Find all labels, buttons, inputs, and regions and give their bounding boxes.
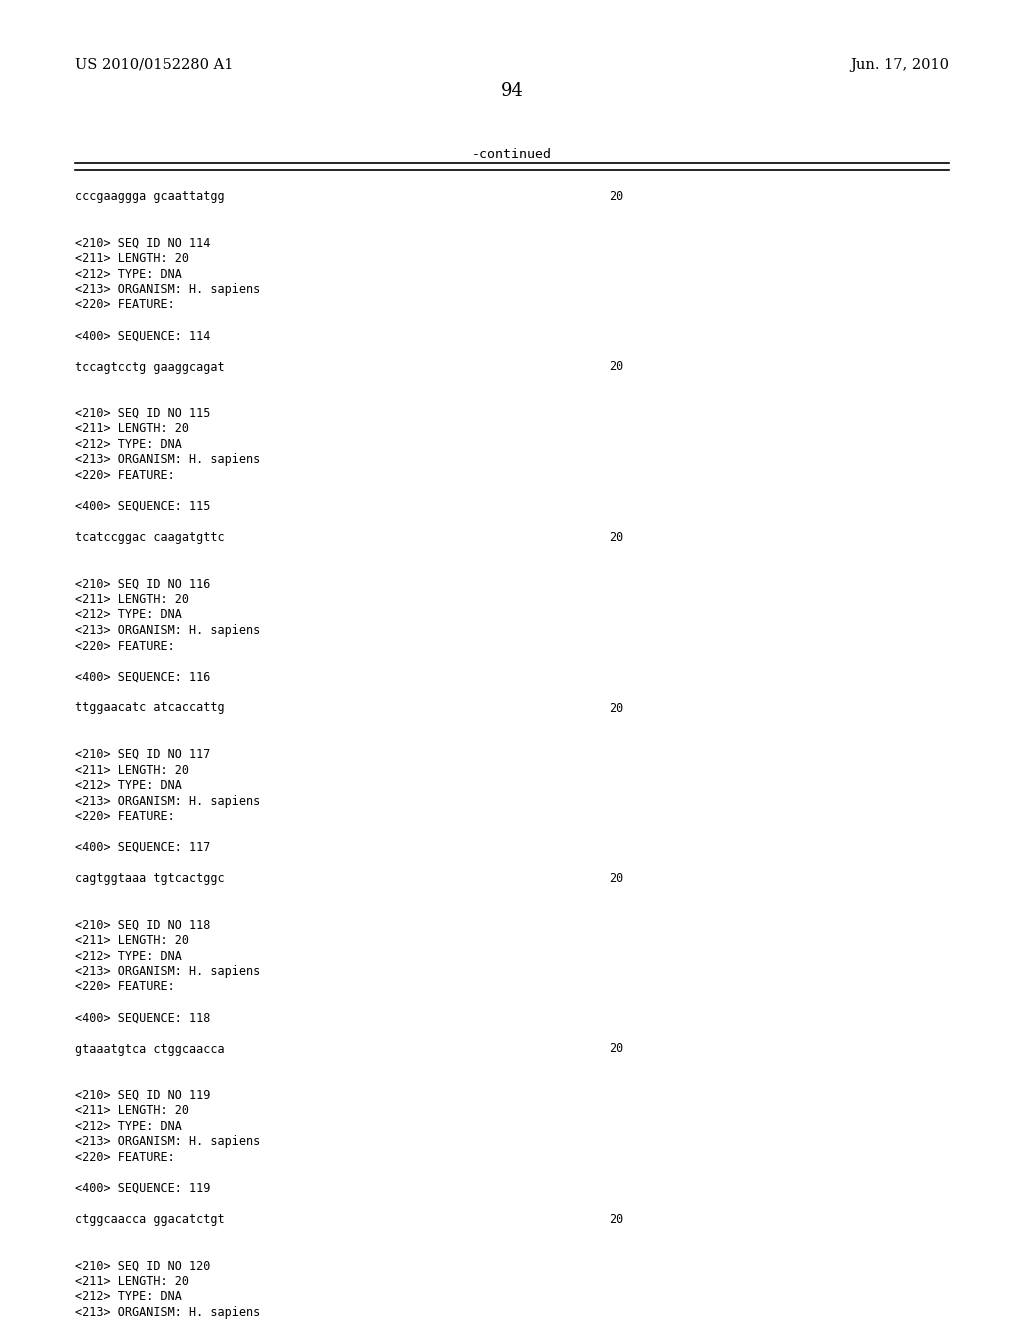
Text: <213> ORGANISM: H. sapiens: <213> ORGANISM: H. sapiens (75, 454, 260, 466)
Text: <211> LENGTH: 20: <211> LENGTH: 20 (75, 935, 188, 946)
Text: <220> FEATURE:: <220> FEATURE: (75, 1151, 174, 1164)
Text: <211> LENGTH: 20: <211> LENGTH: 20 (75, 1105, 188, 1118)
Text: <210> SEQ ID NO 119: <210> SEQ ID NO 119 (75, 1089, 210, 1102)
Text: <220> FEATURE:: <220> FEATURE: (75, 469, 174, 482)
Text: ttggaacatc atcaccattg: ttggaacatc atcaccattg (75, 701, 224, 714)
Text: <213> ORGANISM: H. sapiens: <213> ORGANISM: H. sapiens (75, 624, 260, 638)
Text: 20: 20 (609, 360, 624, 374)
Text: <212> TYPE: DNA: <212> TYPE: DNA (75, 268, 181, 281)
Text: <210> SEQ ID NO 115: <210> SEQ ID NO 115 (75, 407, 210, 420)
Text: cccgaaggga gcaattatgg: cccgaaggga gcaattatgg (75, 190, 224, 203)
Text: <220> FEATURE:: <220> FEATURE: (75, 981, 174, 994)
Text: <213> ORGANISM: H. sapiens: <213> ORGANISM: H. sapiens (75, 965, 260, 978)
Text: cagtggtaaa tgtcactggc: cagtggtaaa tgtcactggc (75, 873, 224, 884)
Text: <400> SEQUENCE: 116: <400> SEQUENCE: 116 (75, 671, 210, 684)
Text: tcatccggac caagatgttc: tcatccggac caagatgttc (75, 531, 224, 544)
Text: <212> TYPE: DNA: <212> TYPE: DNA (75, 609, 181, 622)
Text: <213> ORGANISM: H. sapiens: <213> ORGANISM: H. sapiens (75, 282, 260, 296)
Text: <210> SEQ ID NO 114: <210> SEQ ID NO 114 (75, 236, 210, 249)
Text: <220> FEATURE:: <220> FEATURE: (75, 810, 174, 822)
Text: <213> ORGANISM: H. sapiens: <213> ORGANISM: H. sapiens (75, 795, 260, 808)
Text: US 2010/0152280 A1: US 2010/0152280 A1 (75, 58, 233, 73)
Text: <212> TYPE: DNA: <212> TYPE: DNA (75, 779, 181, 792)
Text: <220> FEATURE:: <220> FEATURE: (75, 298, 174, 312)
Text: tccagtcctg gaaggcagat: tccagtcctg gaaggcagat (75, 360, 224, 374)
Text: <212> TYPE: DNA: <212> TYPE: DNA (75, 1119, 181, 1133)
Text: <400> SEQUENCE: 118: <400> SEQUENCE: 118 (75, 1011, 210, 1024)
Text: <211> LENGTH: 20: <211> LENGTH: 20 (75, 252, 188, 265)
Text: ctggcaacca ggacatctgt: ctggcaacca ggacatctgt (75, 1213, 224, 1226)
Text: <212> TYPE: DNA: <212> TYPE: DNA (75, 438, 181, 451)
Text: <210> SEQ ID NO 116: <210> SEQ ID NO 116 (75, 578, 210, 590)
Text: <210> SEQ ID NO 117: <210> SEQ ID NO 117 (75, 748, 210, 762)
Text: -continued: -continued (472, 148, 552, 161)
Text: gtaaatgtca ctggcaacca: gtaaatgtca ctggcaacca (75, 1043, 224, 1056)
Text: <210> SEQ ID NO 118: <210> SEQ ID NO 118 (75, 919, 210, 932)
Text: 20: 20 (609, 531, 624, 544)
Text: <213> ORGANISM: H. sapiens: <213> ORGANISM: H. sapiens (75, 1135, 260, 1148)
Text: <400> SEQUENCE: 119: <400> SEQUENCE: 119 (75, 1181, 210, 1195)
Text: <211> LENGTH: 20: <211> LENGTH: 20 (75, 763, 188, 776)
Text: <211> LENGTH: 20: <211> LENGTH: 20 (75, 1275, 188, 1288)
Text: 20: 20 (609, 1213, 624, 1226)
Text: <211> LENGTH: 20: <211> LENGTH: 20 (75, 422, 188, 436)
Text: <212> TYPE: DNA: <212> TYPE: DNA (75, 1291, 181, 1304)
Text: <211> LENGTH: 20: <211> LENGTH: 20 (75, 593, 188, 606)
Text: <210> SEQ ID NO 120: <210> SEQ ID NO 120 (75, 1259, 210, 1272)
Text: 20: 20 (609, 1043, 624, 1056)
Text: <213> ORGANISM: H. sapiens: <213> ORGANISM: H. sapiens (75, 1305, 260, 1319)
Text: <400> SEQUENCE: 114: <400> SEQUENCE: 114 (75, 330, 210, 342)
Text: 20: 20 (609, 190, 624, 203)
Text: 20: 20 (609, 873, 624, 884)
Text: <400> SEQUENCE: 115: <400> SEQUENCE: 115 (75, 500, 210, 513)
Text: 94: 94 (501, 82, 523, 100)
Text: <212> TYPE: DNA: <212> TYPE: DNA (75, 949, 181, 962)
Text: 20: 20 (609, 701, 624, 714)
Text: <220> FEATURE:: <220> FEATURE: (75, 639, 174, 652)
Text: Jun. 17, 2010: Jun. 17, 2010 (850, 58, 949, 73)
Text: <400> SEQUENCE: 117: <400> SEQUENCE: 117 (75, 841, 210, 854)
